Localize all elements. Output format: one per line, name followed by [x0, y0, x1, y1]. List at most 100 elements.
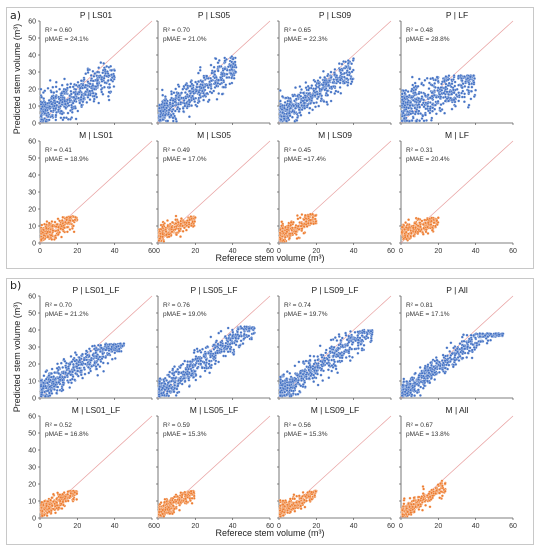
- point: [304, 95, 307, 99]
- point: [76, 92, 80, 96]
- y-tick-label: 60: [28, 19, 36, 26]
- point: [99, 360, 103, 363]
- point: [418, 229, 422, 233]
- point: [421, 114, 425, 118]
- point: [198, 85, 202, 89]
- point: [177, 229, 181, 233]
- point: [62, 357, 66, 361]
- point: [242, 332, 246, 336]
- point: [209, 87, 213, 90]
- point: [421, 232, 425, 236]
- y-tick-label: 40: [28, 53, 36, 60]
- point: [200, 80, 204, 84]
- point: [285, 388, 289, 392]
- point: [53, 388, 56, 391]
- point: [196, 71, 200, 75]
- point: [61, 371, 65, 375]
- point: [195, 366, 199, 370]
- section-b-x-axis-label: Referece stem volume (m³): [215, 528, 325, 538]
- point: [294, 377, 298, 381]
- point: [316, 372, 319, 376]
- point: [460, 77, 463, 80]
- point: [239, 331, 243, 334]
- point: [278, 237, 282, 241]
- point: [187, 102, 191, 106]
- point: [400, 95, 404, 99]
- point: [472, 74, 476, 78]
- point: [226, 345, 230, 349]
- point: [295, 214, 299, 217]
- r2-label: R² = 0.49: [163, 147, 190, 154]
- point: [180, 91, 184, 95]
- point: [68, 97, 72, 101]
- point: [64, 88, 68, 92]
- y-tick-label: 50: [28, 156, 36, 163]
- point: [188, 360, 192, 364]
- point: [49, 375, 53, 379]
- point: [193, 363, 197, 367]
- point: [49, 109, 53, 113]
- point: [340, 336, 344, 340]
- x-tick-label: 20: [191, 248, 199, 255]
- point: [444, 75, 448, 78]
- panel-title: P | LF: [446, 10, 468, 20]
- point: [204, 352, 207, 356]
- point: [296, 224, 300, 228]
- point: [65, 86, 69, 90]
- r2-label: R² = 0.70: [45, 302, 72, 309]
- point: [290, 226, 294, 230]
- point: [68, 228, 72, 231]
- point: [426, 102, 430, 105]
- point: [340, 62, 344, 66]
- point: [187, 115, 191, 119]
- point: [333, 364, 337, 368]
- point: [174, 94, 178, 98]
- point: [191, 94, 194, 98]
- point: [198, 93, 202, 97]
- point: [318, 76, 322, 80]
- panel-title: M | LF: [445, 130, 469, 140]
- point: [177, 85, 181, 88]
- point: [181, 87, 185, 91]
- point: [346, 343, 350, 347]
- point: [39, 238, 43, 242]
- point: [222, 349, 226, 353]
- point: [106, 361, 110, 365]
- point: [176, 105, 180, 109]
- y-tick-label: 10: [28, 224, 36, 231]
- point: [188, 89, 192, 93]
- point: [69, 354, 73, 358]
- point: [301, 360, 305, 364]
- point: [61, 378, 64, 382]
- point: [326, 354, 330, 358]
- point: [334, 367, 338, 371]
- point: [99, 84, 103, 87]
- point: [161, 118, 165, 122]
- point: [427, 87, 431, 91]
- point: [48, 105, 52, 109]
- point: [356, 351, 360, 355]
- point: [165, 101, 169, 105]
- point: [68, 370, 72, 374]
- point: [416, 217, 420, 221]
- point: [161, 109, 165, 113]
- point: [445, 97, 449, 101]
- point: [86, 68, 90, 72]
- point: [448, 90, 451, 94]
- point: [353, 347, 357, 351]
- point: [165, 233, 168, 237]
- point: [59, 109, 63, 113]
- y-tick-label: 0: [32, 121, 36, 128]
- point: [466, 76, 470, 80]
- point: [173, 228, 177, 231]
- y-tick-label: 40: [28, 328, 36, 335]
- point: [291, 94, 295, 98]
- point: [71, 370, 75, 374]
- point: [101, 92, 105, 96]
- point: [58, 230, 62, 234]
- point: [286, 116, 290, 120]
- point: [306, 221, 310, 225]
- point: [418, 105, 422, 109]
- point: [74, 215, 78, 219]
- point: [55, 388, 59, 392]
